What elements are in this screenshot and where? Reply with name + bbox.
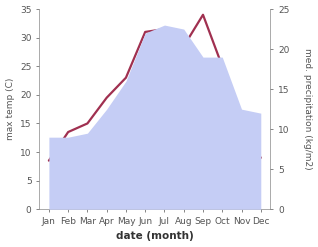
Y-axis label: med. precipitation (kg/m2): med. precipitation (kg/m2) [303,48,313,170]
X-axis label: date (month): date (month) [116,231,194,242]
Y-axis label: max temp (C): max temp (C) [5,78,15,140]
